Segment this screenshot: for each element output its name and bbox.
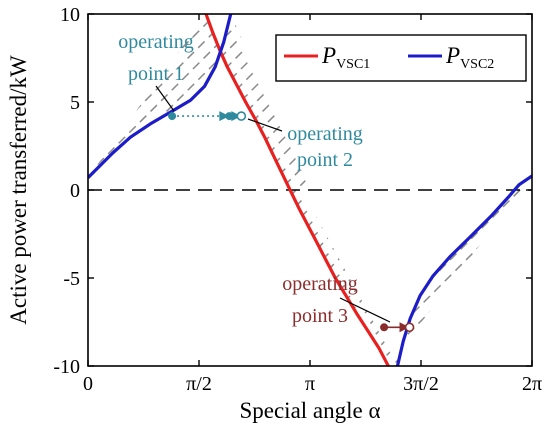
legend-vsc1-sub: VSC1 bbox=[336, 57, 370, 72]
x-axis-title: Special angle α bbox=[239, 398, 380, 423]
arrow-head-2 bbox=[231, 111, 242, 122]
hatch-line bbox=[359, 190, 532, 366]
annotation-2-leader bbox=[247, 118, 283, 132]
annotation-3-line-1: operating bbox=[282, 273, 358, 295]
marker-layer bbox=[168, 111, 415, 333]
series-p-vsc1 bbox=[204, 14, 390, 366]
tick-layer: 0 π/2 π 3π/2 2π 10 5 0 -5 -10 bbox=[53, 4, 542, 395]
x-tick-label: π/2 bbox=[186, 373, 212, 395]
hatch-line bbox=[536, 14, 550, 366]
annotation-3-leader bbox=[339, 297, 391, 323]
x-tick-label: π bbox=[305, 373, 315, 395]
x-tick-label: 3π/2 bbox=[403, 373, 439, 395]
target-point-marker bbox=[404, 322, 415, 333]
annotation-operating-point-3: operating point 3 bbox=[282, 273, 358, 327]
legend-vsc2-sub: VSC2 bbox=[460, 57, 494, 72]
target-point-marker bbox=[236, 111, 247, 121]
legend-label-vsc2: PVSC2 bbox=[445, 43, 494, 72]
arrow-head-3 bbox=[399, 322, 410, 333]
annotation-2-line-2: point 2 bbox=[297, 149, 353, 171]
legend-label-vsc1: PVSC1 bbox=[321, 43, 370, 72]
y-tick-label: -5 bbox=[63, 268, 80, 290]
y-tick-label: 0 bbox=[70, 180, 80, 202]
annotation-2-line-1: operating bbox=[287, 123, 363, 145]
arrow-head-1 bbox=[219, 111, 230, 122]
y-tick-label: 10 bbox=[60, 4, 80, 26]
x-tick-label: 2π bbox=[522, 373, 542, 395]
annotation-1-line-2: point 1 bbox=[128, 63, 184, 85]
hatch-line bbox=[536, 14, 550, 366]
legend: PVSC1 PVSC2 bbox=[275, 34, 527, 82]
legend-box bbox=[275, 34, 527, 82]
y-tick-label: 5 bbox=[70, 92, 80, 114]
y-tick-label: -10 bbox=[53, 356, 80, 378]
annotation-3-line-2: point 3 bbox=[292, 305, 348, 327]
series-p-vsc2-left bbox=[88, 14, 233, 179]
operating-point-marker bbox=[380, 323, 389, 332]
legend-vsc1-main: P bbox=[321, 43, 336, 68]
annotation-1-leader bbox=[155, 85, 175, 112]
annotation-operating-point-2: operating point 2 bbox=[287, 123, 363, 171]
x-tick-label: 0 bbox=[83, 373, 93, 395]
legend-vsc2-main: P bbox=[445, 43, 460, 68]
series-p-vsc2-right bbox=[395, 174, 532, 366]
operating-point-marker bbox=[168, 112, 177, 121]
annotation-operating-point-1: operating point 1 bbox=[118, 31, 194, 85]
annotation-1-line-1: operating bbox=[118, 31, 194, 53]
y-axis-title: Active power transferred/kW bbox=[6, 55, 31, 325]
operating-point-marker bbox=[225, 112, 234, 121]
